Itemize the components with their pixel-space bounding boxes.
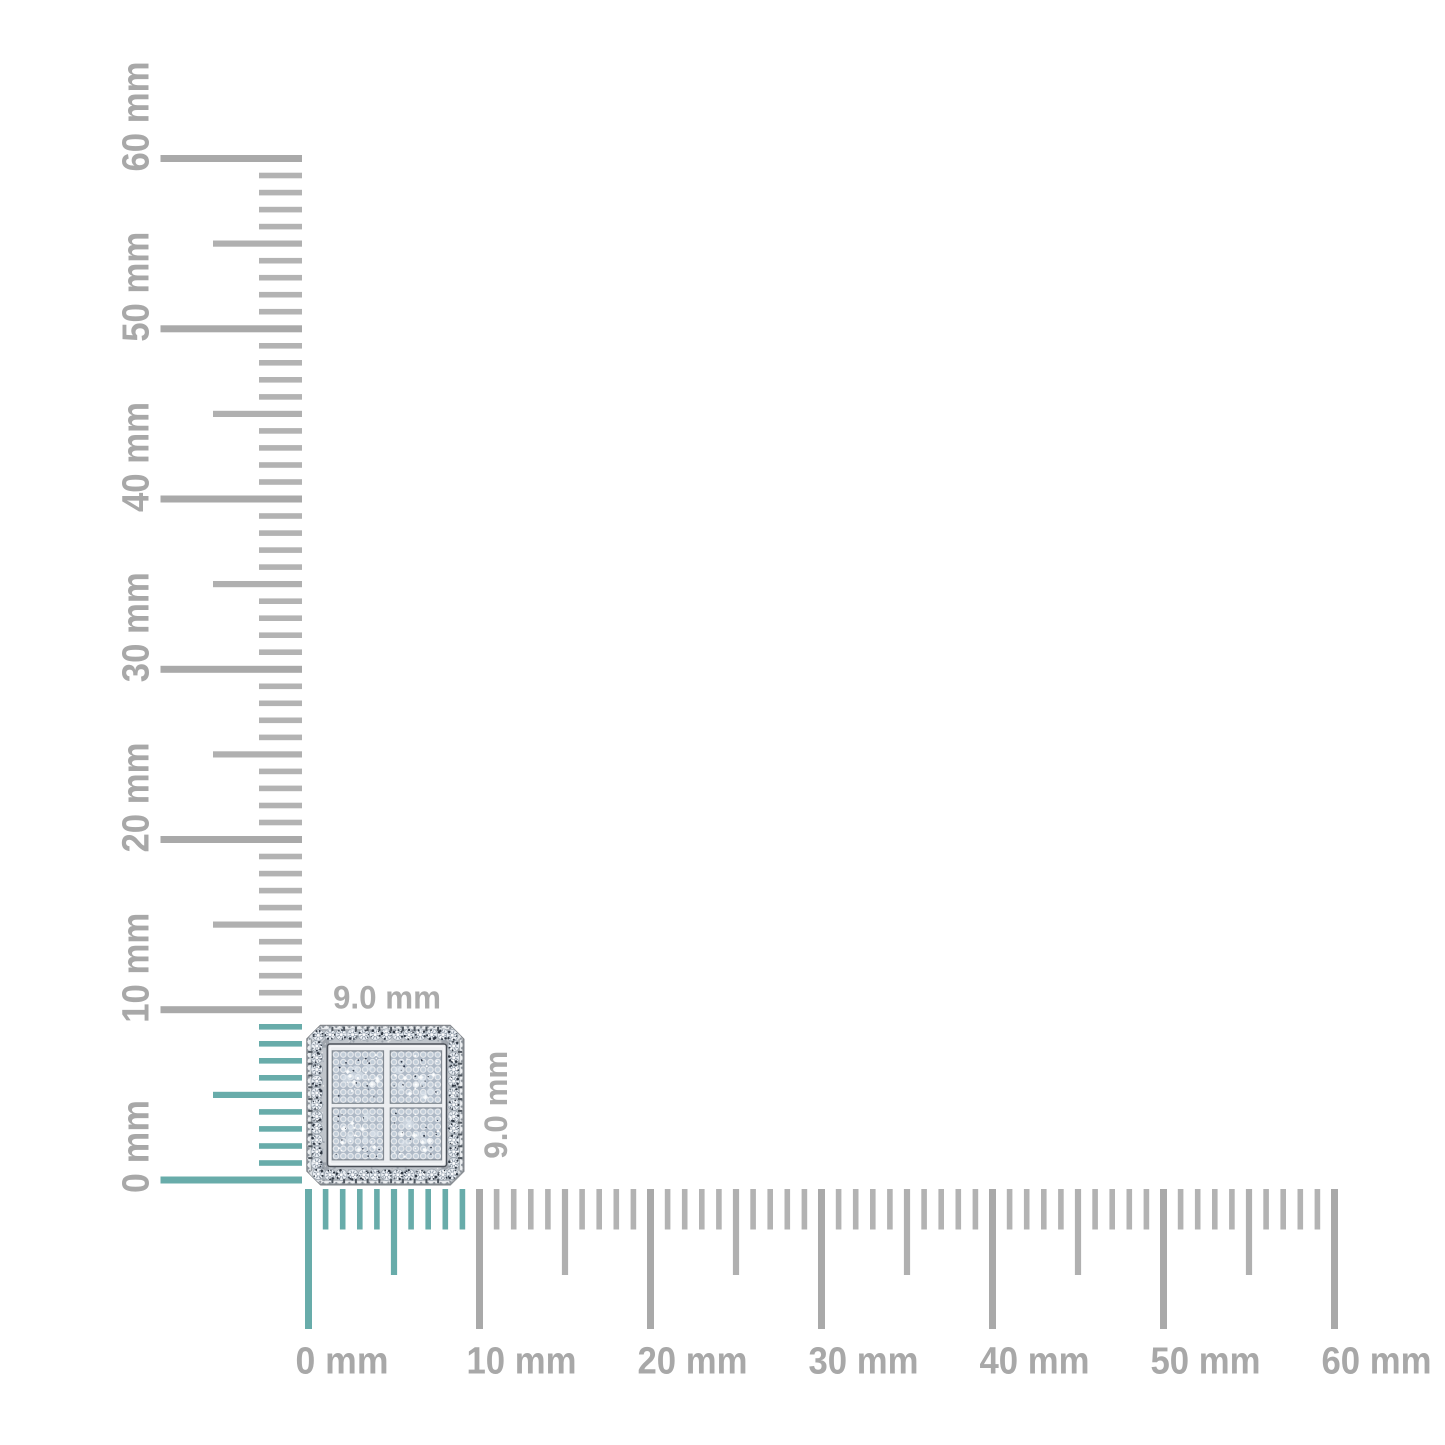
svg-text:9.0 mm: 9.0 mm [478, 1051, 514, 1159]
svg-text:0 mm: 0 mm [296, 1341, 389, 1383]
svg-text:40 mm: 40 mm [980, 1341, 1090, 1383]
svg-text:50 mm: 50 mm [1151, 1341, 1261, 1383]
svg-text:40 mm: 40 mm [116, 402, 158, 512]
svg-text:20 mm: 20 mm [116, 743, 158, 853]
svg-text:10 mm: 10 mm [116, 913, 158, 1023]
svg-text:9.0 mm: 9.0 mm [333, 980, 441, 1016]
svg-text:10 mm: 10 mm [467, 1341, 577, 1383]
svg-text:30 mm: 30 mm [116, 572, 158, 682]
svg-text:50 mm: 50 mm [116, 232, 158, 342]
svg-text:60 mm: 60 mm [1322, 1341, 1432, 1383]
svg-text:0 mm: 0 mm [116, 1100, 158, 1193]
svg-text:30 mm: 30 mm [809, 1341, 919, 1383]
svg-text:20 mm: 20 mm [638, 1341, 748, 1383]
svg-text:60 mm: 60 mm [116, 62, 158, 172]
